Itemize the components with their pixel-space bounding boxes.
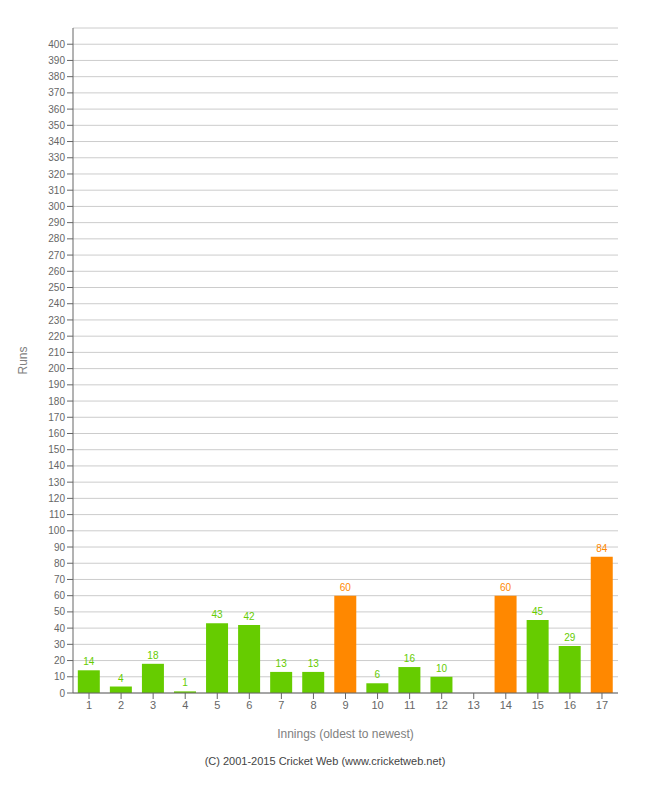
svg-text:15: 15 bbox=[532, 699, 544, 711]
svg-text:11: 11 bbox=[404, 699, 415, 711]
svg-text:320: 320 bbox=[48, 169, 65, 180]
svg-text:50: 50 bbox=[54, 606, 66, 617]
svg-text:7: 7 bbox=[278, 699, 284, 711]
svg-text:40: 40 bbox=[54, 623, 66, 634]
svg-text:Runs: Runs bbox=[16, 346, 30, 374]
svg-text:1: 1 bbox=[86, 699, 92, 711]
svg-text:250: 250 bbox=[48, 282, 65, 293]
svg-text:400: 400 bbox=[48, 39, 65, 50]
svg-text:Innings (oldest to newest): Innings (oldest to newest) bbox=[277, 727, 414, 741]
svg-text:100: 100 bbox=[48, 525, 65, 536]
svg-text:240: 240 bbox=[48, 298, 65, 309]
svg-text:13: 13 bbox=[468, 699, 480, 711]
svg-text:60: 60 bbox=[54, 590, 66, 601]
svg-text:0: 0 bbox=[59, 688, 65, 699]
svg-text:16: 16 bbox=[404, 653, 416, 664]
svg-text:2: 2 bbox=[118, 699, 124, 711]
svg-text:43: 43 bbox=[211, 609, 223, 620]
svg-text:180: 180 bbox=[48, 396, 65, 407]
svg-text:380: 380 bbox=[48, 71, 65, 82]
svg-text:80: 80 bbox=[54, 558, 66, 569]
svg-text:42: 42 bbox=[244, 611, 256, 622]
svg-text:390: 390 bbox=[48, 55, 65, 66]
svg-text:300: 300 bbox=[48, 201, 65, 212]
svg-text:84: 84 bbox=[596, 543, 608, 554]
svg-text:29: 29 bbox=[564, 632, 576, 643]
svg-text:140: 140 bbox=[48, 460, 65, 471]
svg-text:10: 10 bbox=[54, 671, 66, 682]
svg-text:1: 1 bbox=[182, 677, 188, 688]
svg-text:6: 6 bbox=[375, 669, 381, 680]
svg-text:340: 340 bbox=[48, 136, 65, 147]
svg-text:3: 3 bbox=[150, 699, 156, 711]
svg-text:17: 17 bbox=[596, 699, 608, 711]
svg-text:10: 10 bbox=[436, 663, 448, 674]
svg-text:4: 4 bbox=[182, 699, 188, 711]
svg-text:10: 10 bbox=[371, 699, 383, 711]
svg-text:30: 30 bbox=[54, 639, 66, 650]
svg-text:16: 16 bbox=[564, 699, 576, 711]
svg-text:160: 160 bbox=[48, 428, 65, 439]
svg-text:13: 13 bbox=[276, 658, 288, 669]
svg-text:14: 14 bbox=[500, 699, 512, 711]
svg-text:150: 150 bbox=[48, 444, 65, 455]
svg-text:90: 90 bbox=[54, 542, 66, 553]
svg-text:310: 310 bbox=[48, 185, 65, 196]
html-text:(C) 2001-2015 Cricket Web (www: (C) 2001-2015 Cricket Web (www.cricketwe… bbox=[204, 755, 446, 767]
svg-text:4: 4 bbox=[118, 673, 124, 684]
svg-text:110: 110 bbox=[49, 509, 65, 520]
svg-text:260: 260 bbox=[48, 266, 65, 277]
svg-text:290: 290 bbox=[48, 217, 65, 228]
svg-text:6: 6 bbox=[246, 699, 252, 711]
svg-text:330: 330 bbox=[48, 152, 65, 163]
svg-text:350: 350 bbox=[48, 120, 65, 131]
svg-text:270: 270 bbox=[48, 250, 65, 261]
svg-text:220: 220 bbox=[48, 331, 65, 342]
svg-text:370: 370 bbox=[48, 87, 65, 98]
svg-text:14: 14 bbox=[83, 656, 95, 667]
svg-text:280: 280 bbox=[48, 233, 65, 244]
svg-text:190: 190 bbox=[48, 379, 65, 390]
svg-text:170: 170 bbox=[48, 412, 65, 423]
svg-text:60: 60 bbox=[340, 582, 352, 593]
svg-text:230: 230 bbox=[48, 315, 65, 326]
svg-text:210: 210 bbox=[48, 347, 65, 358]
svg-text:130: 130 bbox=[48, 477, 65, 488]
svg-text:70: 70 bbox=[54, 574, 66, 585]
svg-text:20: 20 bbox=[54, 655, 66, 666]
svg-text:60: 60 bbox=[500, 582, 512, 593]
svg-text:12: 12 bbox=[436, 699, 448, 711]
svg-text:200: 200 bbox=[48, 363, 65, 374]
svg-text:9: 9 bbox=[342, 699, 348, 711]
svg-text:13: 13 bbox=[308, 658, 320, 669]
svg-text:18: 18 bbox=[147, 650, 159, 661]
svg-text:5: 5 bbox=[214, 699, 220, 711]
svg-text:120: 120 bbox=[48, 493, 65, 504]
svg-text:8: 8 bbox=[310, 699, 316, 711]
svg-text:360: 360 bbox=[48, 104, 65, 115]
svg-text:45: 45 bbox=[532, 606, 544, 617]
